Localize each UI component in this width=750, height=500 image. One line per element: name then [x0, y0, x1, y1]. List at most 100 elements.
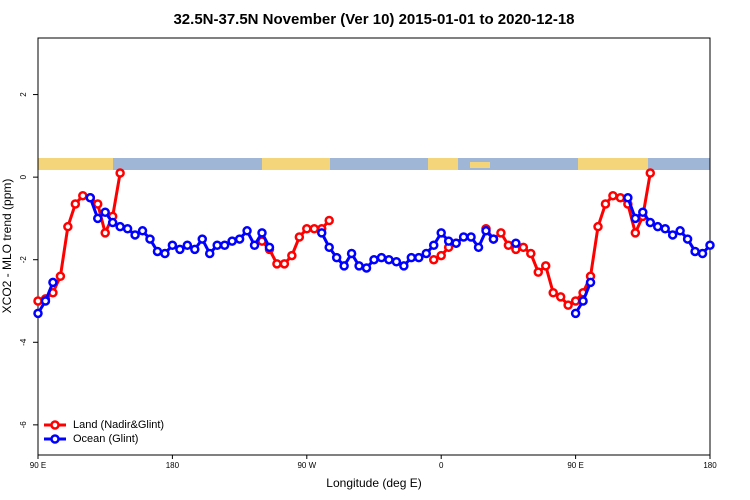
point	[570, 308, 581, 319]
point	[563, 300, 573, 310]
point	[361, 263, 372, 273]
point	[107, 217, 118, 228]
point	[428, 254, 439, 265]
point	[234, 234, 245, 244]
chart-title: 32.5N-37.5N November (Ver 10) 2015-01-01…	[173, 11, 574, 28]
point	[399, 261, 409, 271]
point	[55, 271, 66, 281]
point	[391, 257, 402, 267]
legend-label: Land (Nadir&Glint)	[73, 419, 164, 431]
point	[287, 250, 297, 261]
point	[384, 254, 394, 265]
point	[100, 207, 110, 217]
point	[548, 287, 558, 298]
point	[667, 230, 678, 240]
point	[219, 240, 230, 251]
point	[615, 193, 626, 203]
point	[623, 193, 633, 203]
point	[197, 234, 208, 244]
point	[115, 168, 125, 178]
y-tick-label: 0	[19, 174, 28, 179]
point	[473, 242, 484, 253]
x-tick-label: 0	[439, 461, 444, 470]
point	[540, 261, 551, 271]
point	[570, 296, 581, 306]
point	[436, 250, 446, 261]
point	[272, 259, 282, 269]
point	[436, 228, 446, 238]
x-axis-label: Longitude (deg E)	[326, 476, 421, 490]
point	[100, 228, 110, 238]
legend-label: Ocean (Glint)	[73, 433, 138, 445]
point	[630, 228, 641, 238]
point	[145, 234, 155, 244]
point	[376, 252, 387, 263]
y-tick-label: -6	[19, 421, 28, 429]
point	[242, 226, 252, 236]
point	[309, 223, 320, 234]
point	[212, 240, 222, 251]
point	[175, 244, 185, 255]
point	[130, 230, 140, 240]
x-tick-label: 180	[166, 461, 180, 470]
legend-box	[40, 413, 190, 453]
y-tick-label: -2	[19, 256, 28, 264]
point	[324, 215, 334, 226]
point	[264, 242, 275, 253]
point	[481, 226, 491, 236]
point	[70, 199, 81, 209]
point	[585, 277, 596, 288]
point	[78, 190, 88, 201]
point	[466, 232, 476, 242]
x-tick-label: 90 E	[30, 461, 46, 470]
x-tick-label: 180	[703, 461, 717, 470]
point	[578, 296, 588, 306]
point	[608, 190, 618, 201]
point	[630, 213, 641, 224]
point	[652, 221, 663, 232]
point	[115, 221, 125, 232]
point	[346, 248, 357, 259]
point	[33, 308, 43, 319]
y-tick-label: -4	[19, 338, 28, 346]
point	[160, 248, 170, 259]
series-line	[37, 172, 652, 308]
point	[451, 238, 461, 248]
point	[152, 246, 163, 257]
point	[92, 199, 103, 209]
x-tick-label: 90 E	[567, 461, 583, 470]
point	[645, 168, 656, 178]
point	[190, 244, 200, 255]
point	[496, 228, 506, 238]
point	[302, 223, 312, 234]
point	[600, 199, 611, 209]
point	[85, 193, 96, 203]
point	[705, 240, 715, 251]
point	[660, 223, 670, 234]
legend-marker	[50, 434, 60, 444]
point	[316, 228, 327, 238]
point	[324, 242, 334, 253]
point	[421, 248, 432, 259]
point	[555, 292, 566, 302]
x-tick-label: 90 W	[297, 461, 316, 470]
point	[92, 213, 103, 224]
point	[406, 252, 417, 263]
point	[593, 221, 603, 232]
point	[48, 277, 58, 288]
map-strip	[38, 158, 710, 170]
point	[690, 246, 700, 257]
point	[511, 238, 521, 248]
point	[488, 234, 499, 244]
point	[645, 217, 656, 228]
point	[369, 254, 379, 265]
point	[339, 261, 349, 271]
point	[526, 248, 536, 259]
legend-marker	[50, 420, 60, 430]
point	[638, 207, 648, 217]
point	[503, 240, 514, 251]
point	[354, 261, 364, 271]
point	[331, 252, 342, 263]
point	[458, 232, 469, 242]
